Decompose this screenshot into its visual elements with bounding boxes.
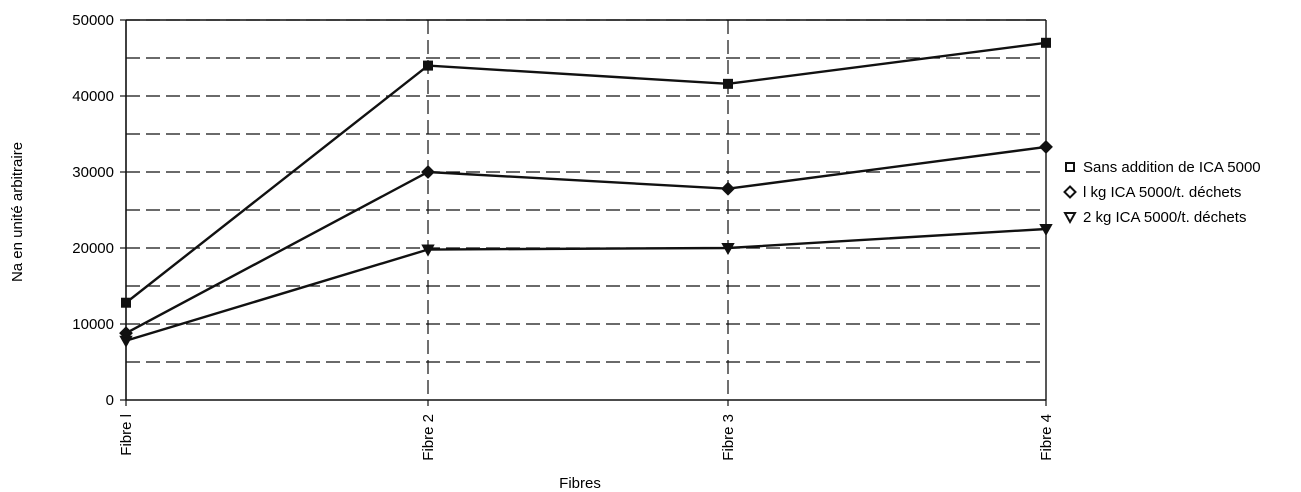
legend-label: 2 kg ICA 5000/t. déchets [1083,209,1246,226]
triangle-marker [423,246,433,255]
triangle-marker [1041,225,1051,234]
y-tick-label: 10000 [72,316,114,333]
triangle-marker [121,337,131,346]
legend-label: l kg ICA 5000/t. déchets [1083,184,1241,201]
legend-label: Sans addition de ICA 5000 [1083,159,1261,176]
y-tick-label: 50000 [72,12,114,29]
diamond-marker [1041,141,1052,152]
x-tick-label: Fibre 4 [1038,414,1055,461]
y-tick-label: 40000 [72,88,114,105]
y-tick-label: 20000 [72,240,114,257]
series-line [126,147,1046,333]
triangle-marker [723,244,733,253]
y-axis-label: Na en unité arbitraire [9,142,26,282]
series-line [126,43,1046,303]
grid [126,20,1046,400]
x-tick-label: Fibre 3 [720,414,737,461]
x-tick-label: Fibre 2 [420,414,437,461]
y-tick-labels: 0 10000 20000 30000 40000 50000 [72,12,114,409]
x-tick-labels: Fibre l Fibre 2 Fibre 3 Fibre 4 [118,414,1055,461]
x-tick-label: Fibre l [118,414,135,456]
square-marker [724,80,732,88]
axes [120,20,1046,406]
diamond-marker [723,183,734,194]
square-marker [1066,163,1074,171]
diamond-marker [1065,187,1076,198]
y-tick-label: 30000 [72,164,114,181]
square-marker [424,62,432,70]
square-marker [1042,39,1050,47]
triangle-marker [1065,213,1075,222]
y-tick-label: 0 [106,392,114,409]
series-layer [121,39,1052,346]
square-marker [122,299,130,307]
x-axis-label: Fibres [559,475,601,492]
diamond-marker [423,167,434,178]
legend: Sans addition de ICA 5000 l kg ICA 5000/t… [1065,159,1261,226]
